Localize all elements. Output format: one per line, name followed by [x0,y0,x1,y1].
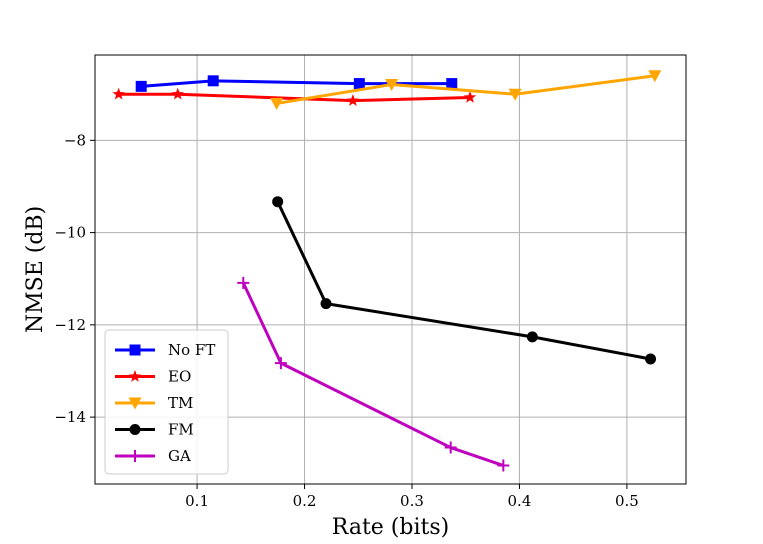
data-point-no-ft [207,75,219,87]
data-point-ga [237,276,250,289]
x-tick-label: 0.3 [400,492,424,510]
data-point-eo [463,90,477,103]
data-point-eo [112,87,125,100]
legend-marker-tm [128,397,142,410]
x-tick-label: 0.1 [185,492,209,510]
x-tick-label: 0.5 [615,492,639,510]
x-tick-label: 0.4 [508,492,532,510]
data-point-tm [270,97,284,110]
data-point-eo [346,94,360,106]
y-tick-label: −8 [64,131,86,149]
series-line-eo [118,92,471,103]
series-line-fm [276,201,651,361]
data-point-ga [497,459,510,472]
axis-ticks: 0.1 0.2 0.3 0.4 0.5 −8 −10 −12 −14 [54,131,638,510]
legend-marker-fm [129,424,141,435]
series-ga [237,276,510,472]
legend-label-no-ft: No FT [168,341,215,359]
series-eo [112,87,477,106]
data-point-tm [508,88,522,101]
legend-label-tm: TM [168,394,193,412]
series-tm [270,70,662,110]
data-point-fm [526,331,538,343]
data-point-no-ft [446,78,458,90]
legend-item-eo: EO [115,368,191,386]
data-point-no-ft [353,78,365,90]
data-point-fm [272,196,284,208]
data-point-eo [171,87,184,100]
legend-label-fm: FM [168,421,194,439]
y-tick-label: −10 [54,224,86,242]
y-tick-label: −14 [54,408,86,426]
data-point-tm [648,70,662,83]
series-line-tm [276,74,656,105]
legend-marker-eo [128,370,142,382]
x-axis-title: Rate (bits) [332,515,449,540]
legend-item-no-ft: No FT [115,341,215,359]
data-point-tm [385,79,399,92]
data-point-ga [444,441,457,454]
series-fm [272,196,657,365]
series-line-ga [241,282,504,467]
data-point-fm [320,298,332,310]
data-point-no-ft [135,80,147,92]
legend-marker-no-ft [129,344,141,356]
legend-marker-ga [129,450,141,462]
series-line-no-ft [141,79,452,88]
legend-item-ga: GA [115,447,191,465]
legend: No FT EO TM FM GA [104,329,229,475]
data-point-ga [274,357,287,370]
y-axis-title: NMSE (dB) [23,206,48,333]
legend-item-tm: TM [115,394,193,412]
series-no-ft [135,75,458,92]
legend-label-eo: EO [168,368,191,386]
legend-item-fm: FM [115,421,194,439]
y-tick-label: −12 [54,316,86,334]
series-layer [112,70,662,472]
x-tick-label: 0.2 [293,492,317,510]
legend-label-ga: GA [168,447,191,465]
data-point-fm [645,353,657,365]
legend-box [104,329,229,475]
plot-frame [94,54,687,485]
